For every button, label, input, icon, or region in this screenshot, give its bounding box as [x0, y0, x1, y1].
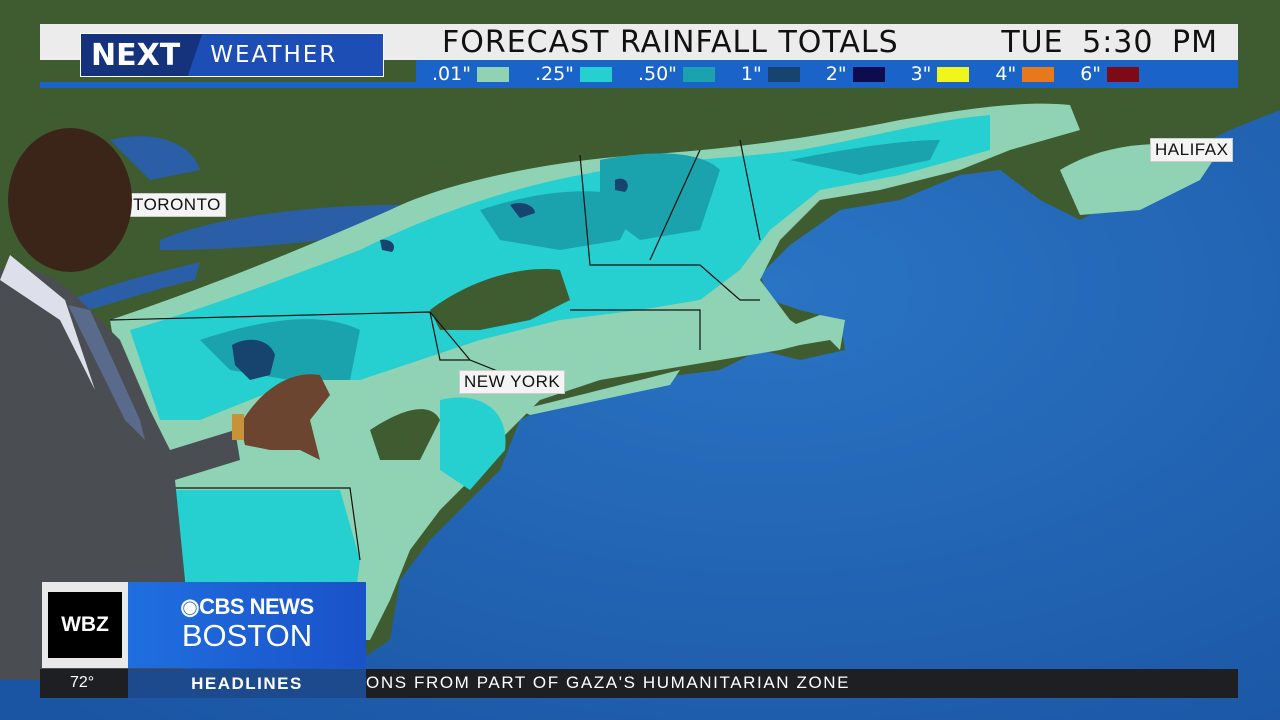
legend-item: 2" — [826, 63, 885, 85]
station-city: BOSTON — [181, 618, 313, 653]
georgian-bay — [110, 136, 200, 180]
ticker-section-label: HEADLINES — [128, 669, 366, 698]
presenter-watch — [232, 414, 244, 440]
legend-swatch — [476, 66, 509, 82]
news-ticker: 72° HEADLINES ONS FROM PART OF GAZA'S HU… — [40, 669, 1238, 698]
network-name: ◉CBS NEWS — [128, 594, 366, 620]
legend-item: .25" — [535, 63, 612, 85]
legend-item: 4" — [995, 63, 1055, 85]
legend-swatch — [1107, 66, 1140, 82]
forecast-clock: 5:30 PM — [1082, 25, 1218, 60]
legend-item: 1" — [741, 63, 800, 85]
city-label-halifax: HALIFAX — [1150, 138, 1234, 162]
rain-1in — [232, 178, 628, 380]
header-bar: .01" .25" .50" 1" 2" 3" 4" 6" NEXT WEATH… — [40, 24, 1238, 88]
lake-erie — [70, 262, 200, 315]
presenter-shirt — [0, 255, 95, 390]
legend-swatch — [937, 66, 970, 82]
legend-swatch — [852, 66, 885, 82]
wbz-logo-box: WBZ — [42, 582, 128, 668]
logo-weather: WEATHER — [210, 42, 338, 68]
legend-label: 2" — [825, 63, 847, 85]
cape-cod — [780, 315, 845, 350]
current-temperature: 72° — [70, 674, 95, 691]
logo-next: NEXT — [81, 34, 203, 76]
legend-swatch — [682, 66, 715, 82]
legend-label: 3" — [910, 63, 932, 85]
header-accent-strip — [40, 82, 416, 88]
dry-area-ny — [430, 269, 570, 330]
presenter-hand — [240, 374, 330, 460]
lake-ontario — [160, 205, 400, 250]
legend-label: .50" — [637, 63, 677, 85]
presenter-tie — [68, 305, 145, 440]
legend-item: 3" — [911, 63, 970, 85]
legend-swatch — [767, 66, 800, 82]
forecast-time: TUE 5:30 PM — [1001, 25, 1218, 60]
presenter-suit — [0, 267, 240, 680]
forecast-day: TUE — [1001, 25, 1064, 60]
city-label-new-york: NEW YORK — [459, 370, 566, 394]
network-label: CBS NEWS — [199, 594, 314, 619]
legend-label: 6" — [1080, 63, 1102, 85]
legend-item: .01" — [432, 63, 509, 85]
rain-moderate-nj — [440, 397, 506, 490]
legend-label: 4" — [995, 63, 1017, 85]
legend-label: 1" — [740, 63, 762, 85]
cbs-eye-icon: ◉ — [180, 594, 200, 619]
legend-label: .25" — [534, 63, 574, 85]
ticker-crawl-text: ONS FROM PART OF GAZA'S HUMANITARIAN ZON… — [366, 673, 851, 692]
wbz-logo: WBZ — [48, 592, 122, 658]
long-island — [520, 370, 680, 415]
legend-swatch — [579, 66, 612, 82]
presenter-head — [8, 128, 132, 272]
cbs-news-boston-logo: ◉CBS NEWS BOSTON — [128, 582, 366, 668]
legend-item: 6" — [1080, 63, 1140, 85]
station-bug: WBZ ◉CBS NEWS BOSTON — [42, 582, 366, 668]
legend-swatch — [1022, 66, 1055, 82]
dry-area-pa — [370, 409, 440, 460]
rainfall-legend: .01" .25" .50" 1" 2" 3" 4" 6" — [416, 60, 1238, 88]
next-weather-logo: NEXT WEATHER — [80, 33, 384, 77]
graphic-title: FORECAST RAINFALL TOTALS — [442, 25, 899, 60]
presenter — [0, 128, 330, 680]
city-label-toronto: TORONTO — [128, 193, 226, 217]
legend-item: .50" — [638, 63, 715, 85]
legend-label: .01" — [432, 63, 471, 85]
